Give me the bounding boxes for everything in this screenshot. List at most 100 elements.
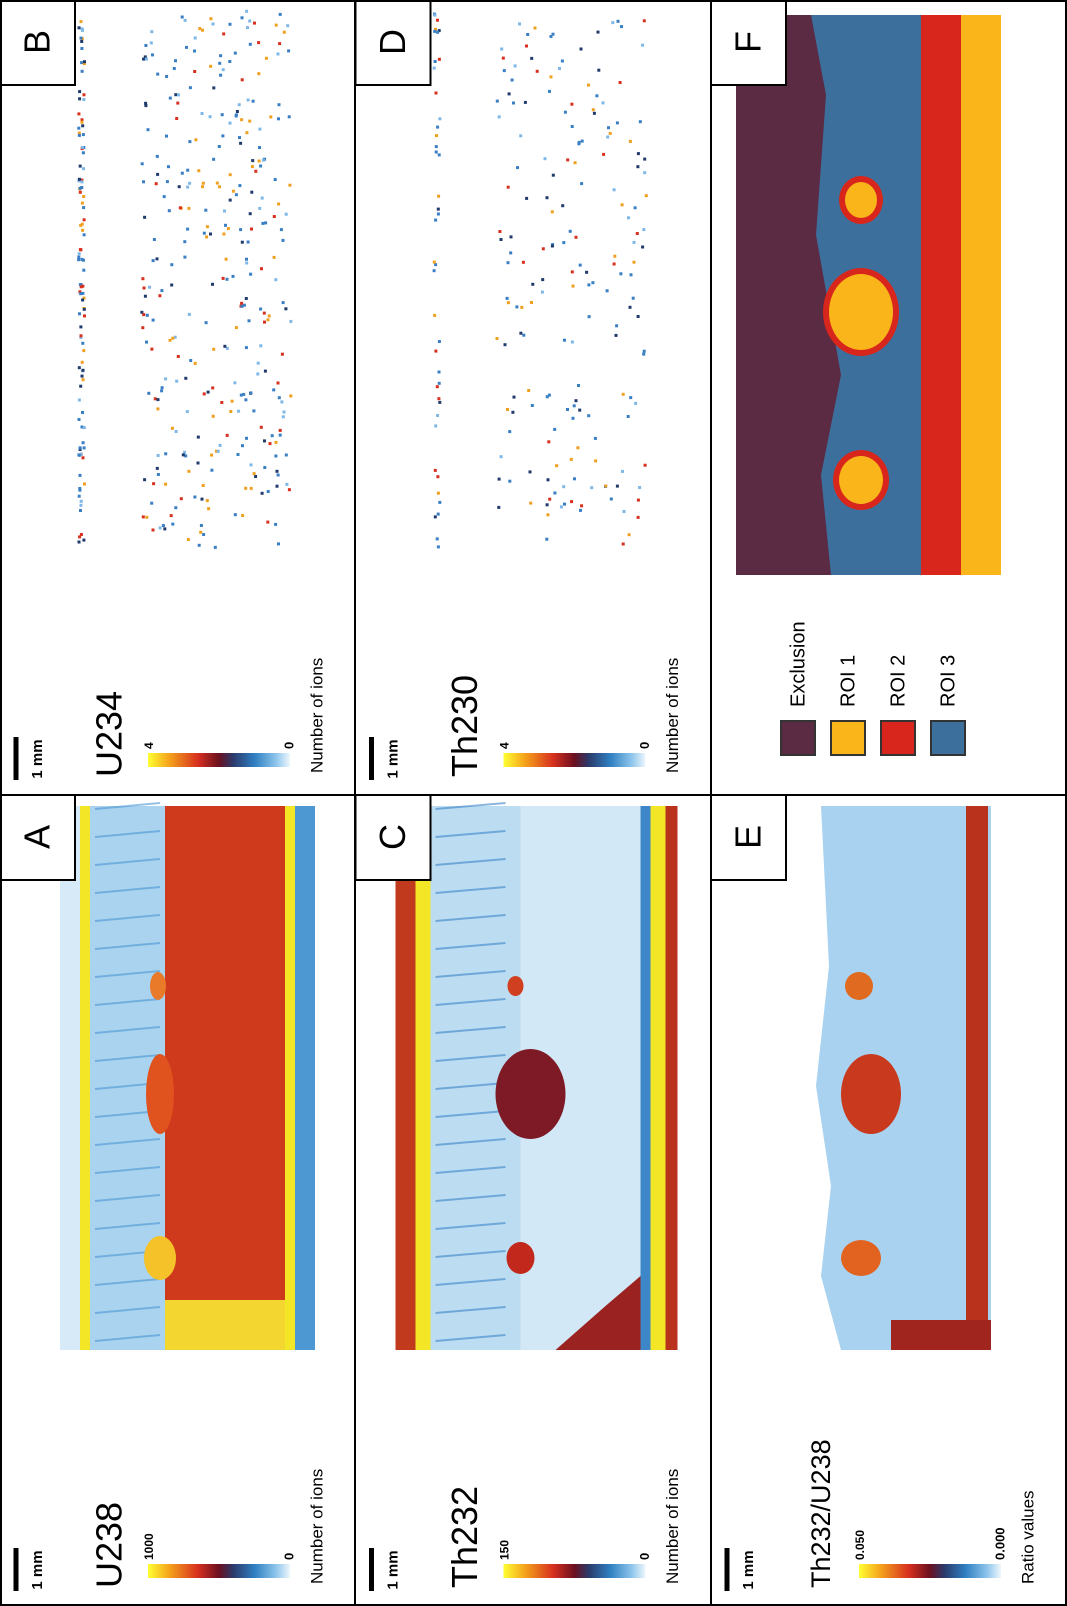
map-region (277, 202, 281, 206)
map-region (263, 439, 266, 443)
map-region (510, 78, 514, 82)
map-region (274, 23, 278, 27)
map-region (218, 443, 222, 447)
map-region (570, 500, 573, 504)
map-region (436, 212, 440, 216)
map-region (158, 294, 162, 298)
map-region (495, 99, 499, 103)
map-region (142, 180, 145, 184)
map-streak (435, 998, 506, 1006)
map-streak (94, 886, 161, 894)
map-region (247, 319, 251, 323)
map-region (78, 446, 82, 450)
map-region (164, 452, 168, 456)
map-region (548, 497, 552, 501)
map-region (186, 168, 190, 172)
map-region (209, 17, 213, 21)
map-region (79, 36, 83, 40)
map-region (579, 47, 583, 51)
map-region (156, 407, 160, 411)
map-region (180, 171, 184, 175)
map-region (434, 349, 438, 353)
map-region (218, 61, 222, 65)
panel: Exclusion ROI 1 ROI 2 ROI 3 F (710, 0, 1001, 756)
map-region (143, 478, 147, 482)
map-region (574, 235, 578, 239)
map-region (184, 376, 188, 380)
map-region (249, 391, 253, 395)
map-streak (435, 886, 506, 894)
colorbar-max: 150 (498, 1540, 512, 1560)
map-region (245, 436, 248, 440)
map-region (277, 542, 280, 546)
map-region (546, 513, 550, 517)
colorbar-max: 4 (142, 742, 156, 749)
map-region (228, 173, 232, 177)
colorbar-min: 0.000 (992, 1527, 1007, 1560)
map-region (80, 146, 84, 149)
map-region (570, 102, 574, 106)
map-streak (94, 1138, 161, 1146)
map-region (170, 426, 174, 430)
map-region (77, 418, 81, 421)
map-streak (94, 942, 161, 950)
map-region (234, 193, 238, 197)
map-region (258, 127, 262, 131)
panel-letter: C (372, 824, 413, 850)
map-region (79, 384, 83, 388)
map-region (168, 96, 172, 100)
map-region (82, 307, 86, 311)
map-region (628, 139, 632, 143)
map-region (77, 255, 81, 259)
map-region (77, 453, 81, 457)
map-region (576, 446, 580, 450)
map-region (81, 133, 85, 137)
map-region (527, 389, 531, 392)
map-region (80, 118, 84, 122)
map-region (156, 473, 160, 476)
map-region (601, 101, 605, 105)
map-region (816, 806, 991, 1350)
map-region (79, 533, 83, 536)
map-region (256, 361, 260, 365)
map-region (228, 198, 232, 202)
panel-letter: E (728, 825, 769, 849)
map-region (244, 346, 248, 350)
map-region (512, 395, 516, 399)
map-region (77, 26, 81, 30)
map-region (615, 484, 619, 488)
map-region (270, 434, 274, 438)
map-region (530, 301, 533, 304)
map-region (604, 484, 608, 488)
map-region (80, 374, 84, 378)
map-region (187, 469, 191, 473)
map-region (515, 305, 519, 309)
map-region (212, 347, 216, 351)
map-region (171, 522, 175, 526)
map-region (259, 307, 263, 311)
map-region (266, 520, 270, 524)
map-region (245, 257, 248, 261)
map-region (189, 359, 193, 362)
map-streak (94, 914, 161, 922)
map-region (545, 503, 549, 507)
map-region (251, 159, 255, 163)
map-region (241, 444, 244, 448)
map-region (621, 392, 625, 396)
map-region (81, 456, 85, 460)
map-region (77, 258, 81, 262)
map-region (280, 400, 284, 404)
map-region (620, 25, 623, 29)
map-region (274, 522, 278, 526)
map-region (234, 114, 238, 118)
map-region (587, 83, 590, 87)
map-region (199, 530, 203, 534)
map-region (433, 313, 437, 317)
map-region (77, 177, 81, 181)
map-region (433, 515, 437, 519)
map-region (436, 545, 440, 549)
map-region (430, 806, 521, 1350)
legend-swatch (830, 720, 866, 756)
map-region (248, 212, 252, 216)
map-region (295, 806, 315, 1350)
